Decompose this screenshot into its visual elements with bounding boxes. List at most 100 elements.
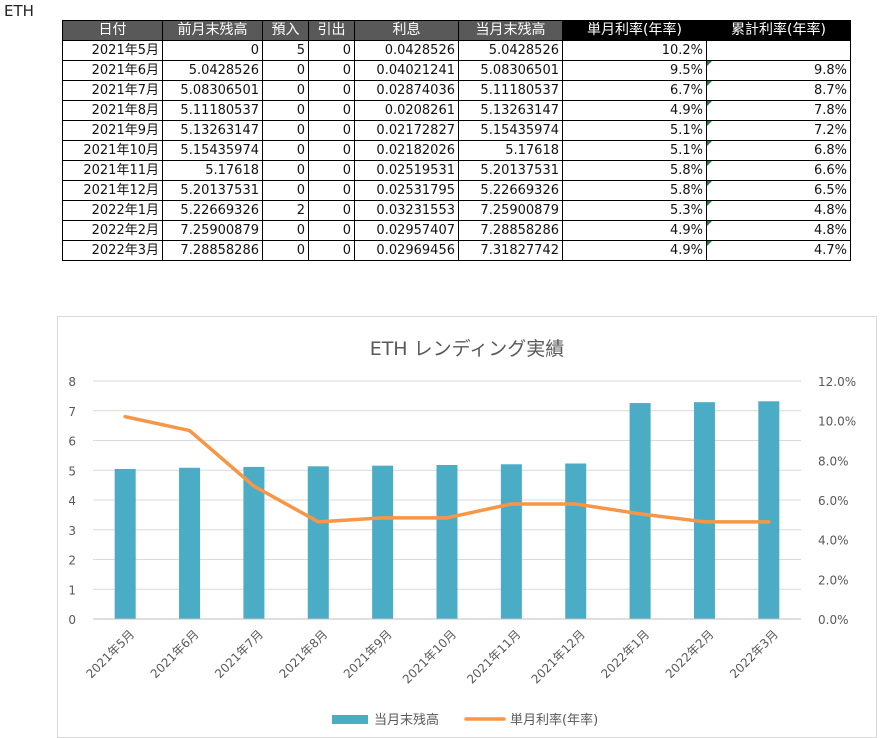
- table-cell[interactable]: 0: [309, 81, 355, 101]
- table-cell[interactable]: 0.02874036: [355, 81, 459, 101]
- table-cell[interactable]: 2021年9月: [63, 121, 163, 141]
- table-cell[interactable]: 5.20137531: [163, 181, 263, 201]
- table-cell[interactable]: 2021年8月: [63, 101, 163, 121]
- table-cell[interactable]: 7.25900879: [163, 221, 263, 241]
- table-cell[interactable]: 0: [309, 221, 355, 241]
- table-cell[interactable]: 0.02957407: [355, 221, 459, 241]
- table-cell[interactable]: 8.7%: [707, 81, 851, 101]
- table-cell[interactable]: 2021年11月: [63, 161, 163, 181]
- table-cell[interactable]: 6.7%: [563, 81, 707, 101]
- table-cell[interactable]: 0: [163, 41, 263, 61]
- table-cell[interactable]: 5.08306501: [163, 81, 263, 101]
- table-cell[interactable]: 5.22669326: [459, 181, 563, 201]
- table-cell[interactable]: 7.28858286: [459, 221, 563, 241]
- table-cell[interactable]: 5.17618: [459, 141, 563, 161]
- table-cell[interactable]: 5.13263147: [163, 121, 263, 141]
- table-cell[interactable]: 2021年12月: [63, 181, 163, 201]
- table-cell[interactable]: 5.15435974: [459, 121, 563, 141]
- table-cell[interactable]: 0: [309, 181, 355, 201]
- table-cell[interactable]: 0: [309, 161, 355, 181]
- table-cell[interactable]: 0: [309, 121, 355, 141]
- table-cell[interactable]: 5.08306501: [459, 61, 563, 81]
- table-cell[interactable]: 4.8%: [707, 221, 851, 241]
- table-cell[interactable]: 5: [263, 41, 309, 61]
- table-cell[interactable]: 7.25900879: [459, 201, 563, 221]
- y-left-tick-label: 3: [68, 524, 76, 538]
- table-cell[interactable]: 0: [309, 141, 355, 161]
- table-cell[interactable]: 0: [309, 101, 355, 121]
- table-cell[interactable]: 5.1%: [563, 121, 707, 141]
- y-right-tick-label: 2.0%: [818, 573, 849, 587]
- table-cell[interactable]: 2022年2月: [63, 221, 163, 241]
- table-cell[interactable]: 7.2%: [707, 121, 851, 141]
- table-cell[interactable]: 4.7%: [707, 241, 851, 261]
- table-cell[interactable]: 2022年1月: [63, 201, 163, 221]
- table-cell[interactable]: 2021年5月: [63, 41, 163, 61]
- table-cell[interactable]: 0: [309, 241, 355, 261]
- x-tick-label: 2021年6月: [148, 627, 202, 681]
- table-cell[interactable]: 4.9%: [563, 101, 707, 121]
- table-cell[interactable]: 0: [263, 141, 309, 161]
- table-cell[interactable]: 5.11180537: [163, 101, 263, 121]
- table-cell[interactable]: 5.1%: [563, 141, 707, 161]
- table-cell[interactable]: 10.2%: [563, 41, 707, 61]
- table-cell[interactable]: 2: [263, 201, 309, 221]
- y-left-tick-label: 8: [68, 375, 76, 389]
- table-cell[interactable]: 5.0428526: [163, 61, 263, 81]
- table-cell[interactable]: 5.8%: [563, 161, 707, 181]
- table-cell[interactable]: 0: [263, 61, 309, 81]
- table-cell[interactable]: 5.0428526: [459, 41, 563, 61]
- table-cell[interactable]: 5.15435974: [163, 141, 263, 161]
- table-cell[interactable]: 4.9%: [563, 241, 707, 261]
- table-cell[interactable]: 9.8%: [707, 61, 851, 81]
- table-cell[interactable]: 6.5%: [707, 181, 851, 201]
- table-cell[interactable]: 2021年6月: [63, 61, 163, 81]
- table-cell[interactable]: 0: [263, 221, 309, 241]
- table-cell[interactable]: 5.13263147: [459, 101, 563, 121]
- table-cell[interactable]: 0: [263, 121, 309, 141]
- y-right-tick-label: 4.0%: [818, 534, 849, 548]
- table-cell[interactable]: 0.0428526: [355, 41, 459, 61]
- table-cell[interactable]: 7.31827742: [459, 241, 563, 261]
- table-cell[interactable]: 4.9%: [563, 221, 707, 241]
- table-cell[interactable]: [707, 41, 851, 61]
- table-cell[interactable]: 2021年7月: [63, 81, 163, 101]
- table-cell[interactable]: 2022年3月: [63, 241, 163, 261]
- table-cell[interactable]: 0.02172827: [355, 121, 459, 141]
- table-cell[interactable]: 5.3%: [563, 201, 707, 221]
- table-cell[interactable]: 0: [309, 61, 355, 81]
- table-cell[interactable]: 6.6%: [707, 161, 851, 181]
- table-cell[interactable]: 9.5%: [563, 61, 707, 81]
- table-cell[interactable]: 0: [263, 101, 309, 121]
- table-cell[interactable]: 2021年10月: [63, 141, 163, 161]
- table-cell[interactable]: 0: [263, 161, 309, 181]
- table-cell[interactable]: 5.17618: [163, 161, 263, 181]
- table-cell[interactable]: 0.02182026: [355, 141, 459, 161]
- y-left-tick-label: 2: [68, 554, 76, 568]
- table-cell[interactable]: 0: [309, 41, 355, 61]
- table-cell[interactable]: 0: [263, 181, 309, 201]
- table-cell[interactable]: 0.0208261: [355, 101, 459, 121]
- table-cell[interactable]: 0: [309, 201, 355, 221]
- table-cell[interactable]: 0.04021241: [355, 61, 459, 81]
- y-left-tick-label: 1: [68, 583, 76, 597]
- table-cell[interactable]: 7.28858286: [163, 241, 263, 261]
- table-cell[interactable]: 5.20137531: [459, 161, 563, 181]
- table-cell[interactable]: 6.8%: [707, 141, 851, 161]
- table-cell[interactable]: 0.03231553: [355, 201, 459, 221]
- table-cell[interactable]: 7.8%: [707, 101, 851, 121]
- table-cell[interactable]: 0: [263, 241, 309, 261]
- table-cell[interactable]: 0.02969456: [355, 241, 459, 261]
- table-cell[interactable]: 5.22669326: [163, 201, 263, 221]
- table-cell[interactable]: 0.02531795: [355, 181, 459, 201]
- table-cell[interactable]: 0.02519531: [355, 161, 459, 181]
- table-cell[interactable]: 5.8%: [563, 181, 707, 201]
- table-cell[interactable]: 4.8%: [707, 201, 851, 221]
- bar-balance: [115, 469, 136, 619]
- table-cell[interactable]: 0: [263, 81, 309, 101]
- table-cell[interactable]: 5.11180537: [459, 81, 563, 101]
- bar-balance: [758, 401, 779, 619]
